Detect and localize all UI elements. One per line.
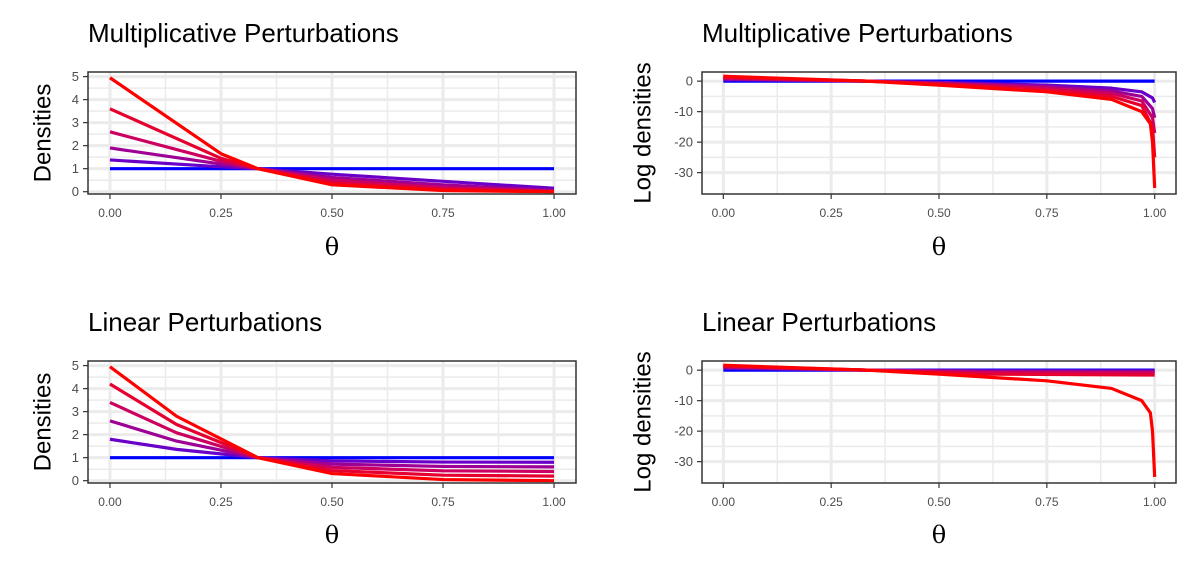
series-group	[109, 365, 555, 483]
series-group	[723, 363, 1157, 477]
y-tick-label: -20	[674, 135, 693, 150]
y-tick-label: 0	[686, 74, 693, 89]
series-line-3	[109, 419, 555, 469]
y-tick-label: -10	[674, 104, 693, 119]
chart-title: Multiplicative Perturbations	[702, 18, 1013, 48]
y-tick-label: 0	[72, 473, 79, 488]
x-tick-label: 1.00	[1143, 206, 1167, 220]
x-axis-label: θ	[325, 521, 339, 549]
x-tick-label: 0.75	[1035, 206, 1059, 220]
y-tick-label: 5	[72, 358, 79, 373]
y-tick-label: 4	[72, 381, 79, 396]
y-axis-label: Log densities	[629, 62, 656, 203]
x-axis-label: θ	[932, 521, 946, 549]
y-tick-label: 2	[72, 427, 79, 442]
chart-title: Linear Perturbations	[702, 307, 936, 337]
x-tick-label: 0.00	[98, 206, 122, 220]
y-tick-label: 1	[72, 450, 79, 465]
x-tick-label: 1.00	[1143, 495, 1167, 509]
x-tick-label: 0.00	[712, 206, 736, 220]
series-line-2	[109, 158, 555, 190]
x-tick-label: 0.50	[927, 206, 951, 220]
y-tick-label: -30	[674, 165, 693, 180]
y-tick-label: 3	[72, 115, 79, 130]
x-tick-label: 0.25	[209, 206, 233, 220]
x-tick-label: 0.25	[209, 495, 233, 509]
y-tick-label: 2	[72, 138, 79, 153]
y-tick-label: 4	[72, 92, 79, 107]
x-tick-label: 0.75	[431, 495, 455, 509]
x-tick-label: 0.50	[927, 495, 951, 509]
y-tick-label: 0	[72, 184, 79, 199]
series-line-6	[723, 74, 1157, 188]
series-line-6	[109, 76, 555, 194]
x-tick-label: 0.75	[431, 206, 455, 220]
x-tick-label: 0.50	[320, 206, 344, 220]
y-axis-label: Densities	[29, 84, 56, 183]
series-line-2	[109, 437, 555, 464]
panel-1: 0.00 0.25 0.50 0.75 1.00 0 1 2 3 4 5 Multiplicative…	[29, 18, 577, 261]
series-group	[723, 74, 1157, 188]
x-tick-label: 1.00	[542, 495, 566, 509]
x-tick-label: 0.25	[819, 495, 843, 509]
y-tick-label: -10	[674, 393, 693, 408]
grid	[702, 72, 1176, 194]
y-tick-label: 3	[72, 404, 79, 419]
panel-3: 0.00 0.25 0.50 0.75 1.00 0 1 2 3 4 5 Linear Perturb…	[29, 307, 577, 549]
panel-4: 0.00 0.25 0.50 0.75 1.00 0 -10 -20 -30 Linear Per…	[629, 307, 1177, 549]
y-axis-label: Log densities	[629, 351, 656, 492]
series-line-6	[723, 363, 1157, 477]
chart-title: Linear Perturbations	[88, 307, 322, 337]
x-tick-label: 1.00	[542, 206, 566, 220]
y-tick-label: -30	[674, 454, 693, 469]
y-tick-label: 5	[72, 69, 79, 84]
series-group	[109, 76, 555, 194]
x-axis-label: θ	[932, 233, 946, 261]
x-tick-label: 0.00	[712, 495, 736, 509]
y-tick-label: 1	[72, 161, 79, 176]
x-tick-label: 0.75	[1035, 495, 1059, 509]
chart-title: Multiplicative Perturbations	[88, 18, 399, 48]
y-tick-label: 0	[686, 363, 693, 378]
panel-2: 0.00 0.25 0.50 0.75 1.00 0 -10 -20 -30 Multiplica…	[629, 18, 1177, 261]
x-tick-label: 0.25	[819, 206, 843, 220]
y-tick-label: -20	[674, 424, 693, 439]
x-axis-label: θ	[325, 233, 339, 261]
x-tick-label: 0.00	[98, 495, 122, 509]
y-axis-label: Densities	[29, 373, 56, 472]
x-tick-label: 0.50	[320, 495, 344, 509]
series-line-6	[109, 365, 555, 483]
